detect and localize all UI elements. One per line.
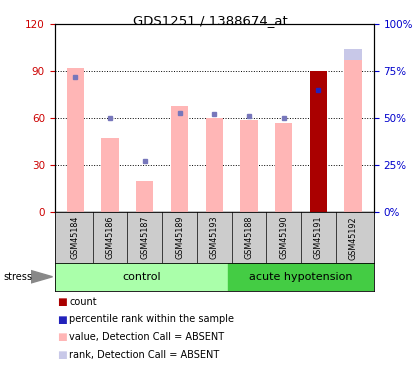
- Bar: [171, 106, 188, 212]
- Bar: [55, 262, 228, 291]
- Text: GSM45191: GSM45191: [314, 216, 323, 260]
- Text: GSM45190: GSM45190: [279, 216, 288, 260]
- Bar: [67, 75, 84, 212]
- Text: GSM45192: GSM45192: [349, 216, 357, 260]
- Text: acute hypotension: acute hypotension: [249, 272, 353, 282]
- Text: GSM45184: GSM45184: [71, 216, 80, 259]
- Bar: [136, 181, 153, 212]
- Polygon shape: [31, 270, 52, 283]
- Text: ■: ■: [57, 315, 66, 324]
- Text: GSM45188: GSM45188: [244, 216, 253, 259]
- Text: GSM45193: GSM45193: [210, 216, 219, 260]
- Bar: [205, 118, 223, 212]
- Text: GSM45189: GSM45189: [175, 216, 184, 260]
- Bar: [67, 68, 84, 212]
- Bar: [310, 71, 327, 212]
- Bar: [275, 123, 292, 212]
- Text: GSM45186: GSM45186: [105, 216, 115, 259]
- Text: control: control: [122, 272, 161, 282]
- Text: stress: stress: [3, 272, 32, 282]
- Bar: [344, 60, 362, 212]
- Bar: [102, 138, 119, 212]
- Text: ■: ■: [57, 332, 66, 342]
- Bar: [344, 49, 362, 212]
- Text: ■: ■: [57, 297, 66, 307]
- Text: GSM45187: GSM45187: [140, 216, 149, 260]
- Text: ■: ■: [57, 350, 66, 360]
- Text: count: count: [69, 297, 97, 307]
- Text: GDS1251 / 1388674_at: GDS1251 / 1388674_at: [133, 14, 287, 27]
- Text: rank, Detection Call = ABSENT: rank, Detection Call = ABSENT: [69, 350, 220, 360]
- Bar: [240, 120, 257, 212]
- Text: value, Detection Call = ABSENT: value, Detection Call = ABSENT: [69, 332, 224, 342]
- Bar: [228, 262, 374, 291]
- Text: percentile rank within the sample: percentile rank within the sample: [69, 315, 234, 324]
